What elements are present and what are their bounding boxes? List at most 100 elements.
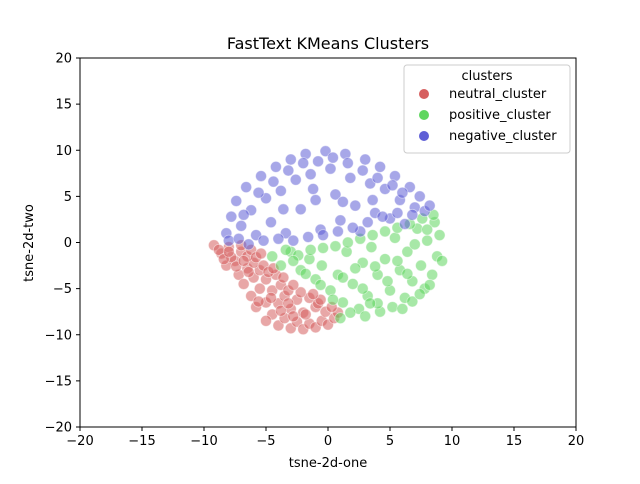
legend-marker-positive_cluster <box>419 110 429 120</box>
legend-title: clusters <box>462 69 513 84</box>
data-point-positive_cluster <box>359 310 372 323</box>
y-axis-label: tsne-2d-two <box>22 204 37 282</box>
data-point-positive_cluster <box>436 255 448 267</box>
legend-marker-neutral_cluster <box>419 89 429 99</box>
data-point-neutral_cluster <box>252 295 265 308</box>
data-point-negative_cluster <box>237 208 250 221</box>
chart-title: FastText KMeans Clusters <box>227 34 429 53</box>
data-point-positive_cluster <box>317 242 329 254</box>
data-point-positive_cluster <box>379 225 391 238</box>
data-point-negative_cluster <box>272 232 285 245</box>
data-point-negative_cluster <box>341 157 354 170</box>
legend-label-positive_cluster: positive_cluster <box>449 108 551 123</box>
data-point-positive_cluster <box>304 243 317 256</box>
data-point-positive_cluster <box>346 278 359 290</box>
x-tick-label: 20 <box>568 434 585 449</box>
data-point-positive_cluster <box>329 240 342 253</box>
data-point-negative_cluster <box>413 190 426 203</box>
data-point-negative_cluster <box>235 219 248 232</box>
legend-box <box>403 64 571 154</box>
data-point-negative_cluster <box>344 172 357 184</box>
data-point-positive_cluster <box>344 306 357 319</box>
y-tick-label: −5 <box>53 282 72 297</box>
data-point-positive_cluster <box>334 312 347 325</box>
data-point-positive_cluster <box>426 268 439 281</box>
legend-label-neutral_cluster: neutral_cluster <box>449 87 547 102</box>
data-point-negative_cluster <box>255 170 267 182</box>
x-axis: −20 −15 −10 −5 0 5 10 15 20 <box>66 427 584 449</box>
data-point-positive_cluster <box>266 250 279 263</box>
legend-marker-negative_cluster <box>419 131 429 141</box>
data-point-positive_cluster <box>421 234 434 247</box>
y-tick-label: 0 <box>64 236 72 251</box>
data-point-negative_cluster <box>232 232 245 245</box>
y-axis: 20 15 10 5 0 −5 −10 −15 −20 <box>45 52 80 436</box>
data-point-positive_cluster <box>287 255 300 267</box>
x-tick-label: −5 <box>256 434 275 449</box>
data-point-negative_cluster <box>359 153 372 166</box>
data-point-positive_cluster <box>366 229 379 242</box>
data-point-neutral_cluster <box>282 297 295 310</box>
data-point-positive_cluster <box>406 295 419 308</box>
data-point-negative_cluster <box>324 162 337 175</box>
data-point-negative_cluster <box>312 155 324 168</box>
data-point-negative_cluster <box>386 179 399 192</box>
data-point-negative_cluster <box>230 195 243 207</box>
data-point-negative_cluster <box>423 199 436 212</box>
x-tick-label: 15 <box>506 434 523 449</box>
data-point-negative_cluster <box>257 234 270 247</box>
data-point-negative_cluster <box>274 184 287 197</box>
data-point-negative_cluster <box>327 151 339 164</box>
data-point-neutral_cluster <box>260 315 272 327</box>
data-point-neutral_cluster <box>253 282 266 295</box>
legend-items: neutral_cluster positive_cluster negative_… <box>419 87 557 144</box>
data-point-negative_cluster <box>317 229 329 242</box>
data-point-negative_cluster <box>240 181 253 194</box>
legend: clusters neutral_cluster positive_cluster… <box>403 64 571 154</box>
data-point-negative_cluster <box>346 221 359 234</box>
data-point-neutral_cluster <box>222 245 235 258</box>
data-point-positive_cluster <box>413 288 426 301</box>
data-point-positive_cluster <box>433 229 446 242</box>
data-point-negative_cluster <box>277 203 290 216</box>
data-point-negative_cluster <box>242 238 255 251</box>
x-axis-label: tsne-2d-one <box>289 456 367 471</box>
data-point-positive_cluster <box>315 259 328 272</box>
data-point-negative_cluster <box>282 164 295 177</box>
data-point-negative_cluster <box>267 175 280 188</box>
data-point-negative_cluster <box>287 234 300 247</box>
y-tick-label: −10 <box>45 328 72 343</box>
data-point-positive_cluster <box>274 259 287 272</box>
data-point-neutral_cluster <box>307 288 320 301</box>
data-point-negative_cluster <box>297 157 310 170</box>
data-point-negative_cluster <box>398 218 411 230</box>
data-point-negative_cluster <box>332 225 344 238</box>
points-layer <box>208 145 448 336</box>
legend-label-negative_cluster: negative_cluster <box>449 129 557 144</box>
data-point-negative_cluster <box>302 231 315 243</box>
data-point-positive_cluster <box>421 223 434 236</box>
data-point-positive_cluster <box>314 279 327 291</box>
y-tick-label: 10 <box>55 144 72 159</box>
data-point-positive_cluster <box>379 253 391 266</box>
data-point-negative_cluster <box>376 210 389 223</box>
data-point-neutral_cluster <box>294 286 307 299</box>
data-point-negative_cluster <box>309 194 322 206</box>
data-point-neutral_cluster <box>265 291 277 304</box>
data-point-positive_cluster <box>389 231 401 244</box>
data-point-negative_cluster <box>289 173 302 186</box>
data-point-negative_cluster <box>361 216 374 229</box>
data-point-negative_cluster <box>222 234 235 247</box>
data-point-positive_cluster <box>336 271 349 284</box>
data-point-negative_cluster <box>406 208 419 221</box>
data-point-neutral_cluster <box>287 310 300 323</box>
x-tick-label: 5 <box>386 434 394 449</box>
data-point-positive_cluster <box>341 236 354 249</box>
data-point-negative_cluster <box>391 207 404 219</box>
y-tick-label: 15 <box>55 98 72 113</box>
y-tick-label: 20 <box>55 52 72 67</box>
x-tick-label: −20 <box>66 434 93 449</box>
data-point-negative_cluster <box>374 160 386 173</box>
